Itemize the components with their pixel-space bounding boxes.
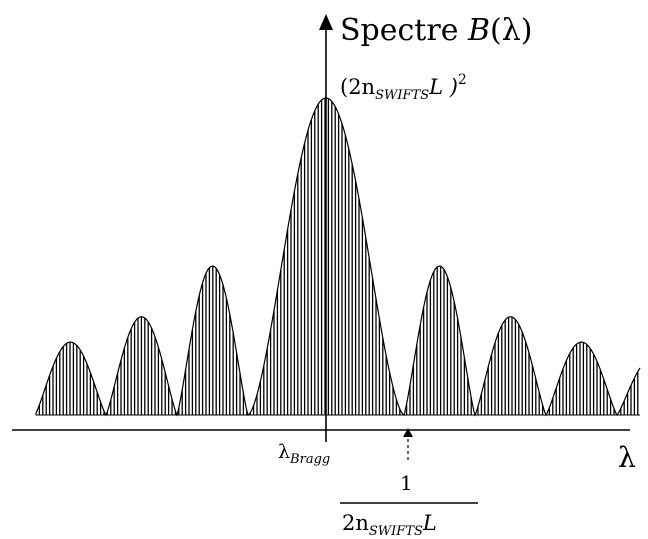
den-suffix: L	[422, 511, 437, 535]
peak-label-power: 2	[458, 72, 467, 88]
peak-label: (2nSWIFTSL )2	[340, 72, 467, 103]
title-suffix: (λ)	[490, 13, 532, 48]
fraction-denominator: 2nSWIFTSL	[342, 511, 437, 539]
peak-label-open: (2n	[340, 75, 375, 99]
peak-label-subscript: SWIFTS	[375, 88, 429, 103]
y-axis-arrow	[319, 14, 333, 30]
x-axis-label: λ	[618, 441, 636, 474]
peak-label-rest: L )	[428, 75, 458, 99]
sinc-envelope	[35, 97, 641, 417]
bragg-subscript: Bragg	[289, 452, 330, 467]
bragg-lambda: λ	[278, 441, 290, 463]
fraction-numerator: 1	[400, 471, 413, 495]
title-symbol: B	[467, 13, 490, 48]
first-zero-arrow	[403, 428, 413, 437]
title-prefix: Spectre	[340, 13, 468, 48]
interference-fringes	[35, 98, 640, 416]
den-prefix: 2n	[342, 511, 369, 535]
spectrum-title: Spectre B(λ)	[340, 13, 532, 48]
bragg-label: λBragg	[278, 441, 330, 467]
den-subscript: SWIFTS	[369, 524, 423, 539]
